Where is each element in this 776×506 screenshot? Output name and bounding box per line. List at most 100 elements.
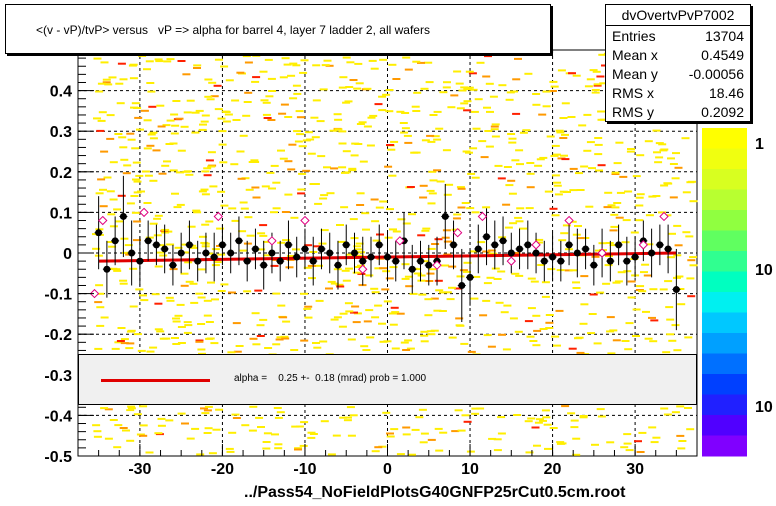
density-cell <box>580 275 589 278</box>
density-cell <box>304 316 313 319</box>
density-cells <box>92 52 698 456</box>
density-cell <box>113 446 122 449</box>
stats-row-entries: Entries 13704 <box>612 28 744 46</box>
density-cell <box>214 58 223 61</box>
density-cell <box>181 243 190 246</box>
zscale-label-1: 1 <box>755 136 764 153</box>
density-cell <box>114 133 123 135</box>
data-point <box>557 257 565 265</box>
density-cell <box>465 151 473 154</box>
density-cell <box>365 274 374 277</box>
density-cell <box>177 412 186 415</box>
density-cell <box>371 291 380 294</box>
density-cell <box>315 264 323 267</box>
density-cell <box>231 99 240 102</box>
density-cell <box>333 316 342 319</box>
density-cell <box>263 254 272 257</box>
density-cell <box>492 53 501 56</box>
density-cell <box>106 137 115 140</box>
density-cell <box>616 191 625 194</box>
zscale-label-2: 10 <box>755 262 773 279</box>
density-cell <box>300 59 309 62</box>
density-cell <box>136 128 144 131</box>
density-cell <box>294 447 303 450</box>
density-cell <box>606 441 615 444</box>
density-cell <box>650 441 659 444</box>
density-cell <box>287 168 296 171</box>
density-cell <box>201 114 210 117</box>
density-cell <box>607 204 616 207</box>
data-point-alt <box>89 288 100 299</box>
density-cell <box>401 127 410 130</box>
density-cell <box>195 340 204 343</box>
density-cell <box>546 135 555 138</box>
density-cell <box>127 405 136 408</box>
density-cell <box>418 293 427 296</box>
density-cell <box>93 117 101 120</box>
density-cell <box>532 314 541 317</box>
density-cell <box>576 237 585 240</box>
density-cell <box>374 103 383 106</box>
density-cell <box>120 158 129 161</box>
density-cell <box>460 102 469 105</box>
density-cell <box>349 218 358 221</box>
color-scale-band <box>702 333 747 354</box>
density-cell <box>119 78 128 81</box>
density-cell <box>183 111 192 114</box>
density-cell <box>307 431 316 434</box>
density-cell <box>177 326 186 328</box>
density-cell <box>531 426 540 429</box>
density-cell <box>645 214 654 217</box>
density-cell <box>435 449 444 452</box>
density-cell <box>243 242 252 245</box>
density-cell <box>491 267 500 270</box>
density-cell <box>542 105 551 108</box>
data-point <box>359 257 367 265</box>
data-point-alt <box>358 264 368 274</box>
density-cell <box>508 137 517 140</box>
axis-ticks: -30 -20 -10 0 10 20 30 0.4 0.3 0.2 0.1 0 -0.1 -0.2 -0.… <box>44 57 677 478</box>
density-cell <box>554 193 563 196</box>
density-cell <box>469 250 478 253</box>
density-cell <box>298 172 307 175</box>
data-point-alt <box>267 236 277 246</box>
density-cell <box>370 67 379 70</box>
density-cell <box>262 447 271 450</box>
density-cell <box>439 91 448 94</box>
density-cell <box>533 444 541 447</box>
density-cell <box>424 298 433 301</box>
density-cell <box>92 424 101 427</box>
density-cell <box>659 288 668 291</box>
density-cell <box>106 190 115 193</box>
density-cell <box>307 152 316 155</box>
data-point <box>417 257 425 265</box>
density-cell <box>355 242 364 245</box>
density-cell <box>264 347 273 349</box>
density-cell <box>211 298 219 301</box>
density-cell <box>333 113 342 116</box>
density-cell <box>441 264 450 267</box>
density-cell <box>561 102 570 105</box>
density-cell <box>636 451 645 453</box>
density-cell <box>569 269 578 272</box>
density-cell <box>687 259 696 262</box>
density-cell <box>200 188 209 191</box>
stats-value: 0.4549 <box>701 47 744 63</box>
density-cell <box>689 264 698 267</box>
density-cell <box>222 120 231 123</box>
density-cell <box>109 419 118 421</box>
density-cell <box>366 144 375 147</box>
density-cell <box>568 347 577 350</box>
density-cell <box>583 149 592 152</box>
density-cell <box>542 90 551 93</box>
density-cell <box>545 327 554 329</box>
density-cell <box>544 447 552 450</box>
density-cell <box>272 292 281 295</box>
density-cell <box>674 244 683 247</box>
color-scale-band <box>702 148 747 170</box>
density-cell <box>355 82 364 85</box>
density-cell <box>139 434 148 437</box>
density-cell <box>165 296 174 299</box>
density-cell <box>424 61 433 64</box>
density-cell <box>139 294 147 297</box>
